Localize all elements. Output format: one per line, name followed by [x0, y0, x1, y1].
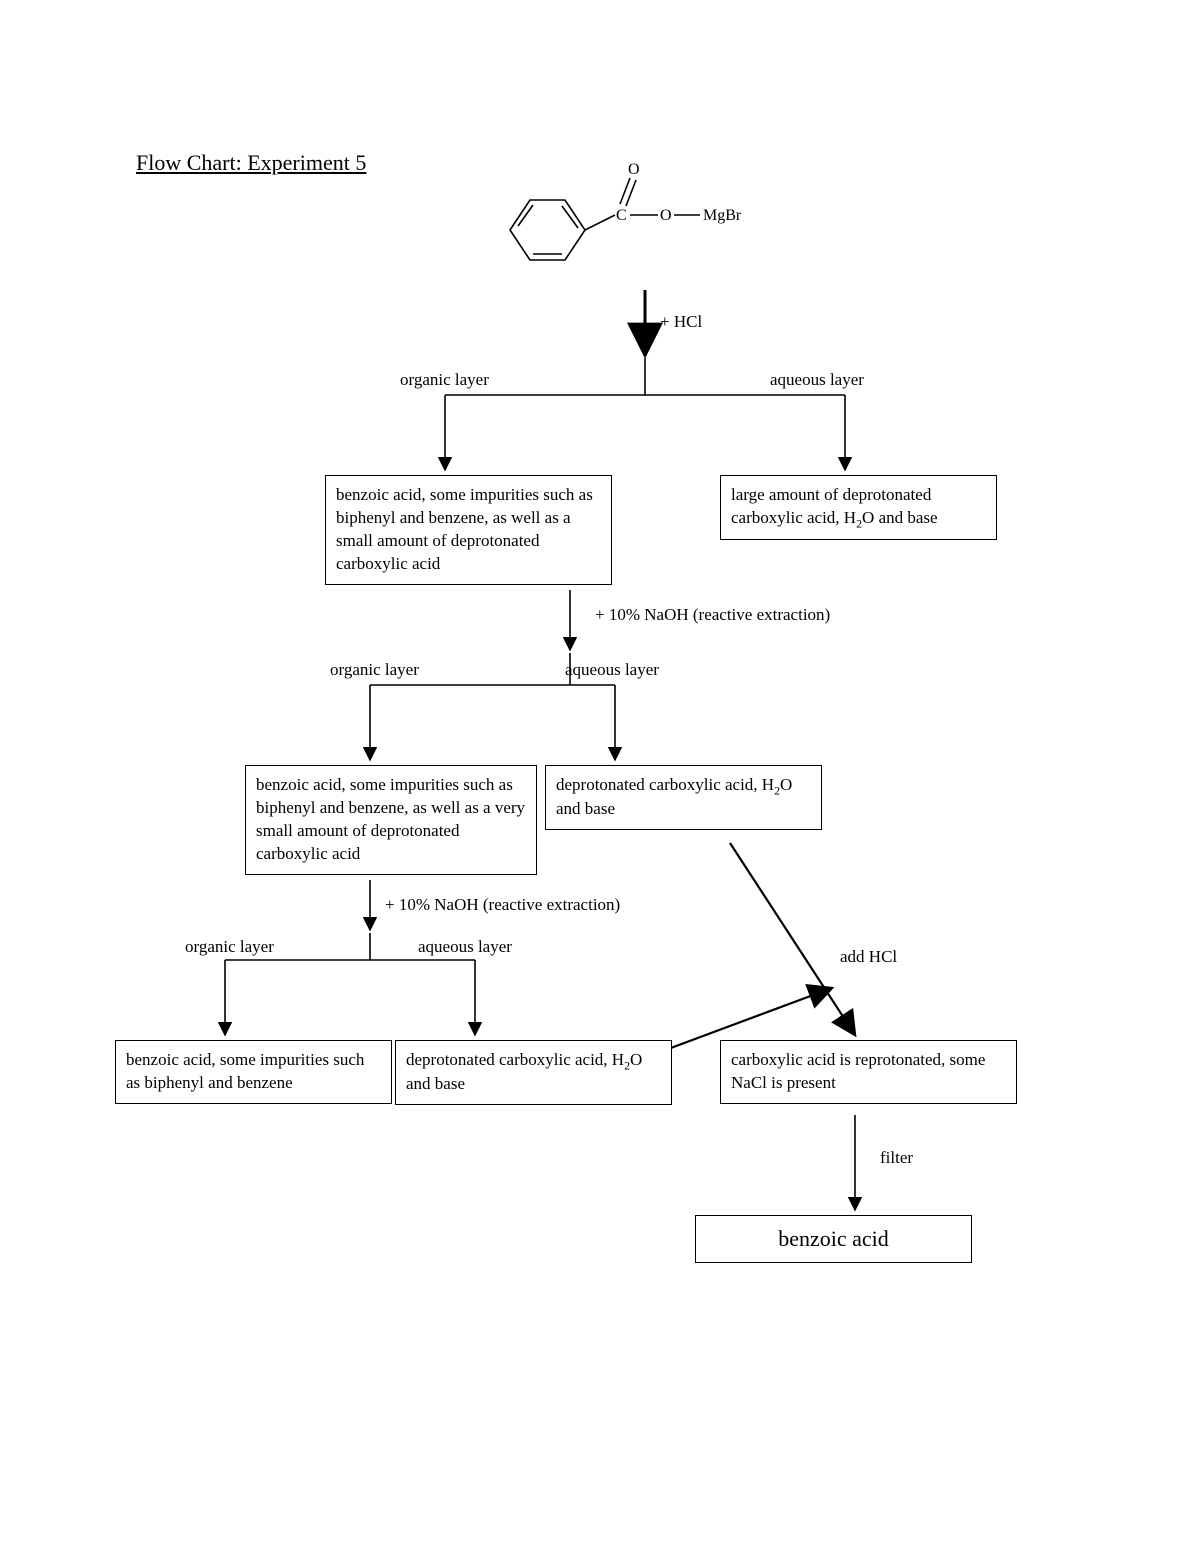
box-b3-text: benzoic acid, some impurities such as bi… — [256, 775, 525, 863]
label-naoh-2: + 10% NaOH (reactive extraction) — [385, 895, 620, 915]
box-b7: carboxylic acid is reprotonated, some Na… — [720, 1040, 1017, 1104]
box-b1-text: benzoic acid, some impurities such as bi… — [336, 485, 593, 573]
label-organic-1: organic layer — [400, 370, 489, 390]
label-add-hcl-2: add HCl — [840, 947, 897, 967]
box-b8-final: benzoic acid — [695, 1215, 972, 1263]
box-b5: benzoic acid, some impurities such as bi… — [115, 1040, 392, 1104]
box-b8-text: benzoic acid — [778, 1226, 889, 1251]
label-organic-3: organic layer — [185, 937, 274, 957]
label-organic-2: organic layer — [330, 660, 419, 680]
flowchart-page: Flow Chart: Experiment 5 C O O MgBr — [0, 0, 1200, 1553]
box-b4: deprotonated carboxylic acid, H2O and ba… — [545, 765, 822, 830]
box-b6-pre: deprotonated carboxylic acid, H — [406, 1050, 624, 1069]
box-b2-post: O and base — [862, 508, 938, 527]
box-b4-pre: deprotonated carboxylic acid, H — [556, 775, 774, 794]
label-add-hcl-1: + HCl — [660, 312, 702, 332]
label-filter: filter — [880, 1148, 913, 1168]
box-b1: benzoic acid, some impurities such as bi… — [325, 475, 612, 585]
box-b7-text: carboxylic acid is reprotonated, some Na… — [731, 1050, 985, 1092]
box-b5-text: benzoic acid, some impurities such as bi… — [126, 1050, 364, 1092]
box-b3: benzoic acid, some impurities such as bi… — [245, 765, 537, 875]
label-aqueous-3: aqueous layer — [418, 937, 512, 957]
box-b6: deprotonated carboxylic acid, H2O and ba… — [395, 1040, 672, 1105]
label-aqueous-2: aqueous layer — [565, 660, 659, 680]
label-aqueous-1: aqueous layer — [770, 370, 864, 390]
label-naoh-1: + 10% NaOH (reactive extraction) — [595, 605, 830, 625]
box-b2: large amount of deprotonated carboxylic … — [720, 475, 997, 540]
